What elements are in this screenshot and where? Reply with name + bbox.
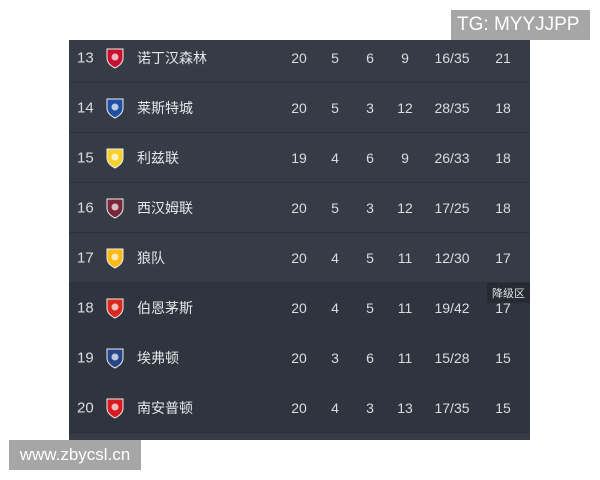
goals-cell: 28/35 — [434, 99, 470, 116]
won-cell: 4 — [331, 249, 339, 266]
goals-cell: 19/42 — [434, 299, 470, 316]
everton-crest-icon — [103, 346, 127, 370]
goals-cell: 12/30 — [434, 249, 470, 266]
team-name: 利兹联 — [137, 149, 179, 166]
bournemouth-crest-icon — [103, 296, 127, 320]
played-cell: 20 — [291, 349, 307, 366]
rank-cell: 18 — [77, 299, 94, 316]
drawn-cell: 6 — [366, 349, 374, 366]
drawn-cell: 3 — [366, 399, 374, 416]
team-name: 西汉姆联 — [137, 199, 193, 216]
westham-crest-icon — [103, 196, 127, 220]
won-cell: 5 — [331, 99, 339, 116]
table-row[interactable]: 13 诺丁汉森林 20 5 6 9 16/35 21 — [69, 40, 530, 83]
lost-cell: 11 — [397, 349, 413, 366]
team-name: 埃弗顿 — [137, 349, 179, 366]
goals-cell: 26/33 — [434, 149, 470, 166]
drawn-cell: 6 — [366, 49, 374, 66]
team-name: 伯恩茅斯 — [137, 299, 193, 316]
played-cell: 20 — [291, 399, 307, 416]
goals-cell: 17/35 — [434, 399, 470, 416]
points-cell: 18 — [495, 149, 511, 166]
wolves-crest-icon — [103, 246, 127, 270]
leeds-crest-icon — [103, 146, 127, 170]
rank-cell: 15 — [77, 149, 94, 166]
relegation-zone-badge: 降级区 — [487, 283, 530, 303]
standings-table: 13 诺丁汉森林 20 5 6 9 16/35 21 14 莱斯特城 20 5 3 12 28/35 18 15… — [69, 40, 530, 440]
points-cell: 18 — [495, 99, 511, 116]
drawn-cell: 5 — [366, 299, 374, 316]
watermark-top-right: TG: MYYJJPP — [451, 10, 590, 40]
table-row[interactable]: 15 利兹联 19 4 6 9 26/33 18 — [69, 133, 530, 183]
points-cell: 17 — [495, 299, 511, 316]
won-cell: 5 — [331, 49, 339, 66]
rank-cell: 17 — [77, 249, 94, 266]
table-row[interactable]: 20 南安普顿 20 4 3 13 17/35 15 — [69, 383, 530, 433]
drawn-cell: 3 — [366, 99, 374, 116]
played-cell: 20 — [291, 49, 307, 66]
won-cell: 4 — [331, 149, 339, 166]
southampton-crest-icon — [103, 396, 127, 420]
goals-cell: 16/35 — [434, 49, 470, 66]
drawn-cell: 3 — [366, 199, 374, 216]
drawn-cell: 5 — [366, 249, 374, 266]
points-cell: 15 — [495, 399, 511, 416]
goals-cell: 15/28 — [434, 349, 470, 366]
watermark-bottom-left: www.zbycsl.cn — [9, 440, 141, 470]
forest-crest-icon — [103, 46, 127, 70]
lost-cell: 12 — [397, 199, 413, 216]
team-name: 南安普顿 — [137, 399, 193, 416]
won-cell: 4 — [331, 299, 339, 316]
won-cell: 4 — [331, 399, 339, 416]
won-cell: 3 — [331, 349, 339, 366]
leicester-crest-icon — [103, 96, 127, 120]
points-cell: 21 — [495, 49, 511, 66]
played-cell: 20 — [291, 199, 307, 216]
goals-cell: 17/25 — [434, 199, 470, 216]
table-row[interactable]: 19 埃弗顿 20 3 6 11 15/28 15 — [69, 333, 530, 383]
played-cell: 20 — [291, 299, 307, 316]
table-row[interactable]: 14 莱斯特城 20 5 3 12 28/35 18 — [69, 83, 530, 133]
table-row[interactable]: 18 伯恩茅斯 20 4 5 11 19/42 17 — [69, 283, 530, 333]
lost-cell: 9 — [401, 49, 409, 66]
rank-cell: 20 — [77, 399, 94, 416]
rank-cell: 14 — [77, 99, 94, 116]
table-row[interactable]: 16 西汉姆联 20 5 3 12 17/25 18 — [69, 183, 530, 233]
rank-cell: 19 — [77, 349, 94, 366]
rank-cell: 16 — [77, 199, 94, 216]
drawn-cell: 6 — [366, 149, 374, 166]
points-cell: 17 — [495, 249, 511, 266]
points-cell: 18 — [495, 199, 511, 216]
team-name: 狼队 — [137, 249, 165, 266]
lost-cell: 13 — [397, 399, 413, 416]
lost-cell: 11 — [397, 299, 413, 316]
team-name: 莱斯特城 — [137, 99, 193, 116]
won-cell: 5 — [331, 199, 339, 216]
lost-cell: 11 — [397, 249, 413, 266]
lost-cell: 9 — [401, 149, 409, 166]
points-cell: 15 — [495, 349, 511, 366]
lost-cell: 12 — [397, 99, 413, 116]
played-cell: 19 — [291, 149, 307, 166]
rank-cell: 13 — [77, 49, 94, 66]
standings-rows: 13 诺丁汉森林 20 5 6 9 16/35 21 14 莱斯特城 20 5 3 12 28/35 18 15… — [69, 40, 530, 433]
played-cell: 20 — [291, 99, 307, 116]
team-name: 诺丁汉森林 — [137, 49, 207, 66]
table-row[interactable]: 17 狼队 20 4 5 11 12/30 17 — [69, 233, 530, 283]
played-cell: 20 — [291, 249, 307, 266]
